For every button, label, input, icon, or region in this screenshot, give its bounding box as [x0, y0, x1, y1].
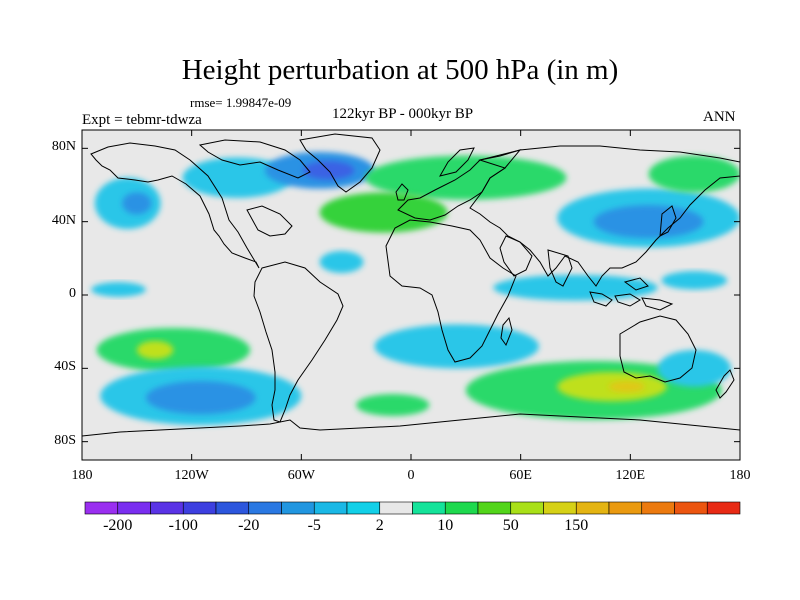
anomaly-region — [608, 381, 645, 393]
coast-scandinavia — [438, 147, 475, 177]
colorbar-box — [379, 501, 413, 515]
lat-tick-label: 0 — [69, 286, 76, 301]
coast-greenland — [299, 133, 381, 193]
coast-north-america — [90, 142, 260, 269]
lon-tick-label: 180 — [729, 468, 751, 483]
anomaly-region — [648, 155, 740, 193]
lon-tick-label: 0 — [407, 468, 415, 483]
period-label: 122kyr BP - 000kyr BP — [332, 106, 474, 122]
anomaly-region — [136, 340, 174, 360]
colorbar-box — [706, 501, 741, 515]
lon-tick-label: 120W — [174, 468, 209, 483]
colorbar-box — [248, 501, 282, 515]
lat-tick-label: 40S — [54, 359, 76, 375]
anomaly-region — [356, 394, 430, 416]
colorbar-box — [313, 501, 348, 515]
coast-australia — [619, 315, 697, 383]
colorbar-box — [117, 501, 151, 515]
plot-title: Height perturbation at 500 hPa (in m) — [181, 54, 619, 86]
anomaly-region — [374, 324, 539, 369]
colorbar-box — [182, 501, 217, 515]
colorbar-label: -5 — [307, 517, 321, 534]
anomaly-region — [319, 251, 364, 273]
colorbar-box — [543, 501, 577, 515]
colorbar-box — [575, 501, 610, 515]
coast-new-zealand — [715, 369, 735, 399]
coastlines — [82, 133, 740, 437]
colorbar-box — [510, 501, 544, 515]
colorbar-label: 10 — [437, 517, 454, 534]
anomaly-region — [661, 271, 728, 290]
lat-tick-label: 80S — [54, 432, 76, 448]
coast-madagascar — [500, 316, 513, 347]
coast-canada-north — [198, 139, 311, 179]
anomaly-region — [122, 192, 152, 215]
lon-tick-label: 60W — [287, 468, 315, 483]
colorbar-label: -100 — [168, 517, 198, 534]
coast-south-america — [253, 261, 344, 423]
colorbar-box — [444, 501, 479, 515]
coast-antarctica — [82, 413, 740, 437]
colorbar-box — [84, 501, 119, 515]
anomaly-region — [91, 282, 146, 297]
lon-tick-label: 60E — [509, 468, 532, 483]
rmse-label: rmse= 1.99847e-09 — [190, 95, 292, 110]
anomaly-region — [657, 350, 731, 387]
coast-africa — [385, 219, 517, 363]
coast-arabia — [499, 235, 533, 277]
lon-tick-label: 180 — [71, 468, 93, 483]
anomaly-field — [91, 152, 740, 426]
experiment-label: Expt = tebmr-tdwza — [82, 112, 202, 128]
season-label: ANN — [703, 109, 736, 125]
colorbar-box — [281, 501, 315, 515]
colorbar-box — [215, 501, 250, 515]
colorbar-label: -200 — [103, 517, 133, 534]
colorbar-box — [150, 501, 184, 515]
lat-tick-label: 80N — [51, 139, 76, 155]
coast-gulf — [246, 205, 293, 237]
lat-tick-label: 40N — [51, 212, 76, 228]
colorbar-label: 2 — [375, 517, 384, 534]
coast-indonesia — [589, 277, 674, 311]
colorbar-box — [346, 501, 381, 515]
axis-ticks — [81, 130, 741, 460]
anomaly-region — [319, 192, 448, 233]
colorbar-box — [477, 501, 512, 515]
anomaly-region — [593, 205, 704, 239]
coast-india — [547, 249, 573, 287]
colorbar-box — [608, 501, 643, 515]
coast-british-isles — [395, 183, 409, 201]
coast-japan — [659, 205, 677, 237]
coast-asia — [469, 145, 740, 287]
colorbar-box — [674, 501, 708, 515]
anomaly-region — [365, 155, 567, 200]
anomaly-region — [493, 274, 658, 301]
colorbar-label: -20 — [238, 517, 260, 534]
lon-tick-label: 120E — [615, 468, 646, 483]
colorbar-box — [412, 501, 446, 515]
coast-europe — [397, 149, 522, 221]
colorbar-label: 150 — [564, 517, 589, 534]
colorbar — [84, 501, 741, 515]
anomaly-region — [182, 157, 293, 198]
colorbar-label: 50 — [502, 517, 519, 534]
anomaly-region — [145, 381, 256, 415]
colorbar-box — [641, 501, 675, 515]
